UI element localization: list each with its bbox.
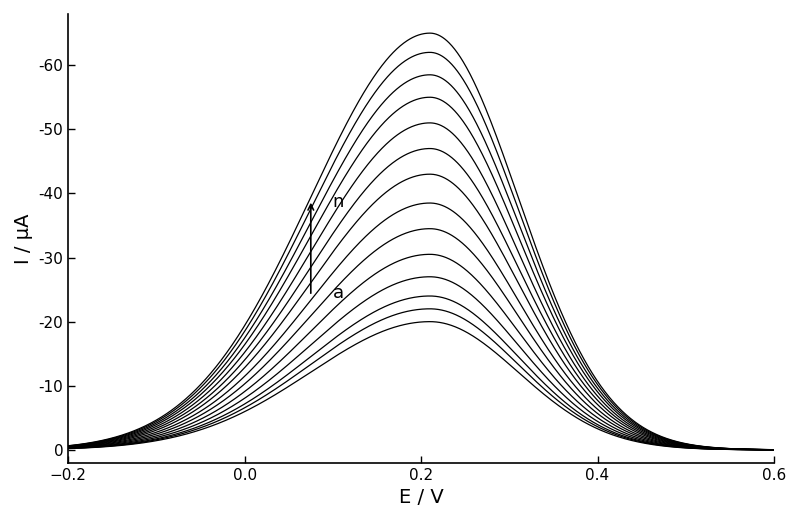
X-axis label: E / V: E / V (398, 488, 443, 507)
Y-axis label: I / μA: I / μA (14, 213, 33, 264)
Text: n: n (333, 193, 344, 212)
Text: a: a (333, 284, 344, 302)
